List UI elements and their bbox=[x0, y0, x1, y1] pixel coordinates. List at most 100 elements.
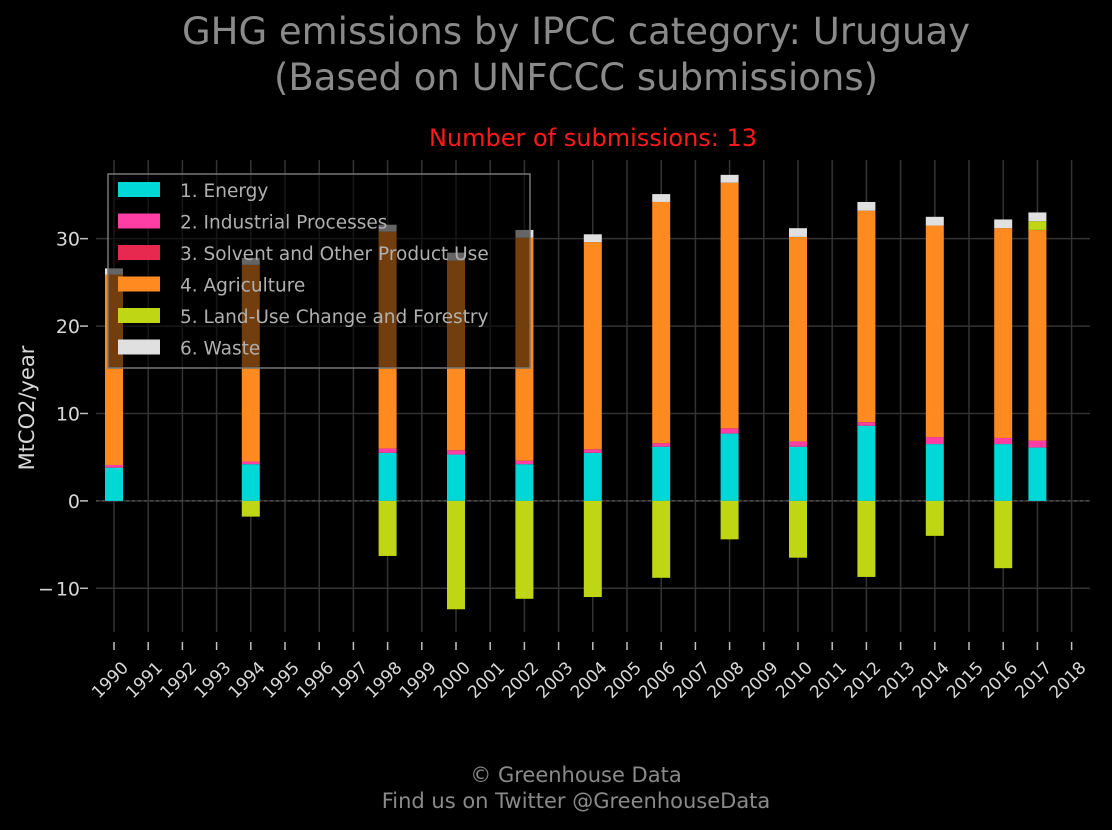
bar-segment bbox=[857, 210, 876, 423]
bar-segment bbox=[720, 174, 739, 183]
x-tick-label: 1999 bbox=[396, 658, 441, 703]
bar-segment bbox=[241, 461, 260, 465]
bar-segment bbox=[994, 500, 1013, 569]
bar-segment bbox=[378, 500, 397, 556]
bar-segment bbox=[720, 500, 739, 540]
bar-segment bbox=[652, 194, 671, 202]
x-tick-label: 1992 bbox=[156, 658, 201, 703]
x-tick-label: 2005 bbox=[601, 658, 646, 703]
legend-swatch bbox=[118, 276, 160, 292]
x-tick-label: 2012 bbox=[840, 658, 885, 703]
bar-segment bbox=[583, 234, 602, 243]
chart-title-line1: GHG emissions by IPCC category: Uruguay bbox=[181, 10, 971, 53]
x-tick-label: 1990 bbox=[88, 658, 133, 703]
x-tick-label: 2009 bbox=[738, 658, 783, 703]
bar-segment bbox=[583, 452, 602, 501]
bar-segment bbox=[925, 444, 944, 501]
bar-segment bbox=[652, 446, 671, 501]
x-tick-label: 1994 bbox=[225, 658, 270, 703]
legend: 1. Energy 2. Industrial Processes 3. Solve… bbox=[107, 173, 531, 369]
x-tick-label: 2000 bbox=[430, 658, 475, 703]
bar-segment bbox=[994, 437, 1013, 445]
legend-label: 4. Agriculture bbox=[180, 276, 305, 297]
bar-segment bbox=[994, 444, 1013, 501]
legend-label: 1. Energy bbox=[180, 181, 268, 202]
bar-segment bbox=[447, 500, 465, 610]
bar-segment bbox=[720, 428, 739, 434]
legend-label: 2. Industrial Processes bbox=[180, 213, 387, 234]
bar-segment bbox=[105, 467, 123, 501]
x-tick-label: 2016 bbox=[977, 658, 1022, 703]
x-tick-label: 2015 bbox=[943, 658, 988, 703]
bar-segment bbox=[789, 500, 807, 558]
bar-segment bbox=[652, 500, 671, 578]
bar-segment bbox=[378, 452, 397, 501]
bar-segment bbox=[720, 433, 739, 501]
bar-segment bbox=[583, 449, 602, 453]
x-tick-label: 2007 bbox=[669, 658, 714, 703]
x-tick-label: 1996 bbox=[293, 658, 338, 703]
x-tick-label: 2003 bbox=[533, 658, 578, 703]
bar-segment bbox=[857, 425, 876, 501]
legend-swatch bbox=[118, 308, 160, 323]
x-tick-label: 2004 bbox=[567, 658, 612, 703]
x-tick-label: 2014 bbox=[909, 658, 954, 703]
chart-title-line2: (Based on UNFCCC submissions) bbox=[273, 56, 879, 99]
bar-segment bbox=[720, 182, 739, 429]
bar-segment bbox=[241, 500, 260, 517]
x-tick-label: 2001 bbox=[464, 658, 509, 703]
bar-segment bbox=[447, 454, 465, 501]
bar-segment bbox=[447, 450, 465, 455]
bar-segment bbox=[789, 228, 807, 237]
x-tick-label: 1993 bbox=[191, 658, 236, 703]
x-tick-label: 2013 bbox=[875, 658, 920, 703]
bar-segment bbox=[857, 500, 876, 577]
y-tick-label: 20 bbox=[56, 316, 80, 338]
y-tick-label: − 10 bbox=[38, 578, 80, 600]
legend-swatch bbox=[118, 213, 160, 229]
bar-segment bbox=[652, 201, 671, 444]
x-tick-label: 1997 bbox=[327, 658, 372, 703]
legend-swatch bbox=[118, 339, 160, 355]
bar-segment bbox=[994, 228, 1013, 438]
bar-segment bbox=[857, 201, 876, 211]
legend-label: 3. Solvent and Other Product Use bbox=[180, 244, 489, 265]
bar-segment bbox=[1028, 212, 1047, 222]
legend-label: 5. Land-Use Change and Forestry bbox=[180, 307, 489, 328]
x-tick-label: 2011 bbox=[806, 658, 851, 703]
bar-segment bbox=[583, 242, 602, 450]
bar-segment bbox=[925, 225, 944, 438]
x-tick-label: 1991 bbox=[122, 658, 167, 703]
bar-segment bbox=[241, 464, 260, 501]
y-tick-label: 30 bbox=[56, 229, 80, 251]
bar-segment bbox=[378, 448, 397, 453]
bar-segment bbox=[583, 500, 602, 598]
bar-segment bbox=[1028, 440, 1047, 448]
bar-segment bbox=[1028, 447, 1047, 501]
bar-segment bbox=[515, 464, 534, 501]
y-tick-label: 10 bbox=[56, 403, 80, 425]
bar-segment bbox=[515, 460, 534, 465]
footer-twitter: Find us on Twitter @GreenhouseData bbox=[381, 789, 771, 813]
bar-segment bbox=[994, 219, 1013, 229]
bar-segment bbox=[789, 441, 807, 447]
x-tick-labels: 1990199119921993199419951996199719981999… bbox=[88, 658, 1090, 703]
x-tick-label: 2010 bbox=[772, 658, 817, 703]
x-tick-label: 2002 bbox=[498, 658, 543, 703]
y-tick-label: 0 bbox=[68, 491, 80, 513]
x-tick-label: 1995 bbox=[259, 658, 304, 703]
y-tick-labels: − 10 0 10 20 30 bbox=[38, 229, 80, 601]
bar-segment bbox=[925, 500, 944, 536]
bar-segment bbox=[857, 422, 876, 426]
chart-subtitle: Number of submissions: 13 bbox=[428, 124, 758, 152]
bar-segment bbox=[1028, 221, 1047, 230]
x-tick-label: 2008 bbox=[704, 658, 749, 703]
y-axis-label: MtCO2/year bbox=[15, 345, 39, 470]
legend-swatch bbox=[118, 182, 160, 197]
bar-segment bbox=[789, 446, 807, 501]
bar-segment bbox=[105, 465, 123, 468]
bar-segment bbox=[925, 437, 944, 445]
x-tick-label: 2017 bbox=[1011, 658, 1056, 703]
x-tick-label: 2006 bbox=[635, 658, 680, 703]
